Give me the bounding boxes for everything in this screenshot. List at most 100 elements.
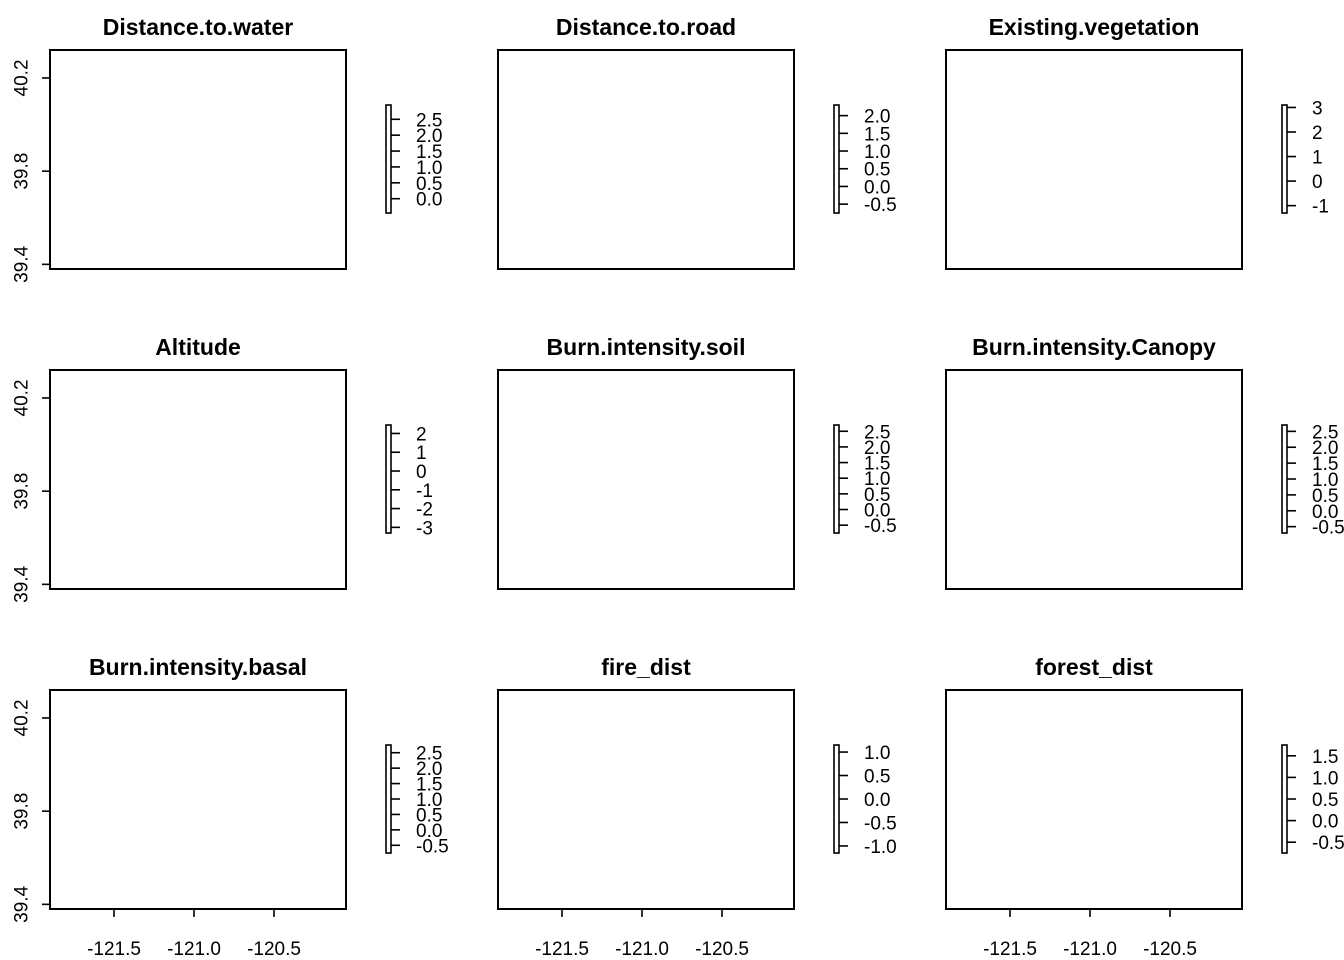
legend-tick-label: 1.0 xyxy=(416,158,442,179)
legend-tick-label: 2.0 xyxy=(416,126,442,147)
legend-tick-label: 1.0 xyxy=(864,469,890,490)
legend-tick-label: -1 xyxy=(1312,197,1329,218)
legend-tick-label: -0.5 xyxy=(416,836,449,857)
legend-tick-label: -3 xyxy=(416,518,433,539)
panel-7: Burn.intensity.basal 39.4 39.8 40.2 -121.5 -1… xyxy=(12,654,449,960)
y-tick-label: 40.2 xyxy=(12,379,33,416)
panel-title: Distance.to.road xyxy=(556,14,736,40)
legend-bar xyxy=(385,744,392,854)
panel-3: Existing.vegetation -1 0 1 2 3 xyxy=(945,14,1329,270)
legend-tick-label: 0.5 xyxy=(864,160,890,181)
panel-frame xyxy=(497,49,795,270)
legend-tick-label: 2 xyxy=(416,424,427,445)
legend-tick-label: 0.5 xyxy=(864,767,890,788)
panel-2: Distance.to.road -0.50.00.51.01.52.0 xyxy=(497,14,897,270)
panel-9: forest_dist-121.5 -121.0 -120.5-0.50.00.51… xyxy=(945,654,1344,960)
legend-tick-label: 1.0 xyxy=(1312,470,1338,491)
legend-tick-label: 0 xyxy=(416,462,427,483)
legend-tick-label: -1.0 xyxy=(864,837,897,858)
legend-tick-label: 1.5 xyxy=(864,124,890,145)
panel-title: Burn.intensity.soil xyxy=(547,334,746,360)
x-tick-label: -121.0 xyxy=(615,939,669,960)
x-tick-label: -120.5 xyxy=(1143,939,1197,960)
legend-tick-label: 1.0 xyxy=(864,743,890,764)
panel-title: Existing.vegetation xyxy=(989,14,1200,40)
legend-tick-label: 1 xyxy=(416,443,427,464)
legend-tick-label: 0.5 xyxy=(1312,486,1338,507)
panel-title: Burn.intensity.Canopy xyxy=(972,334,1216,360)
legend-tick-label: -0.5 xyxy=(864,516,897,537)
panel-frame xyxy=(945,49,1243,270)
x-tick-label: -120.5 xyxy=(247,939,301,960)
legend-tick-label: 1.5 xyxy=(1312,454,1338,475)
legend-tick-label: 0.5 xyxy=(864,485,890,506)
legend-tick-label: 1.0 xyxy=(416,790,442,811)
legend-tick-label: 1.5 xyxy=(864,454,890,475)
legend-tick-label: 0.5 xyxy=(1312,790,1338,811)
legend-tick-label: 0.0 xyxy=(864,177,890,198)
legend-tick-label: -0.5 xyxy=(1312,518,1344,539)
legend-tick-label: -1 xyxy=(416,481,433,502)
legend-tick-label: 2.5 xyxy=(416,110,442,131)
legend-tick-label: 1 xyxy=(1312,148,1323,169)
legend-tick-label: 2 xyxy=(1312,123,1323,144)
legend-bar xyxy=(1281,424,1288,534)
y-tick-label: 39.4 xyxy=(12,565,33,602)
legend-tick-label: 0.0 xyxy=(1312,812,1338,833)
legend-tick-label: 0 xyxy=(1312,172,1323,193)
legend-tick-label: 0.0 xyxy=(1312,502,1338,523)
legend-tick-label: 2.0 xyxy=(1312,438,1338,459)
legend-bar xyxy=(1281,744,1288,854)
legend-tick-label: -0.5 xyxy=(1312,833,1344,854)
panel-5: Burn.intensity.soil -0.50.00.51.01.52.02.… xyxy=(497,334,897,590)
legend-tick-label: 2.0 xyxy=(864,438,890,459)
legend-bar xyxy=(385,104,392,214)
y-tick-label: 40.2 xyxy=(12,699,33,736)
panel-1: Distance.to.water 39.4 39.8 40.2 0.00.51.01.… xyxy=(12,14,443,283)
legend-tick-label: -0.5 xyxy=(864,195,897,216)
y-tick-label: 39.8 xyxy=(12,153,33,190)
legend-tick-label: 0.0 xyxy=(416,821,442,842)
legend-tick-label: 1.5 xyxy=(416,775,442,796)
x-tick-label: -121.0 xyxy=(167,939,221,960)
panel-frame xyxy=(49,689,347,910)
panel-frame xyxy=(497,369,795,590)
legend-tick-label: 0.5 xyxy=(416,805,442,826)
panel-frame xyxy=(497,689,795,910)
panel-frame xyxy=(49,369,347,590)
y-tick-label: 40.2 xyxy=(12,59,33,96)
panel-frame xyxy=(49,49,347,270)
legend-tick-label: 1.5 xyxy=(1312,747,1338,768)
panel-title: fire_dist xyxy=(601,654,691,680)
legend-tick-label: 2.0 xyxy=(864,107,890,128)
legend-bar xyxy=(385,424,392,534)
legend-tick-label: 1.5 xyxy=(416,142,442,163)
legend-tick-label: -2 xyxy=(416,500,433,521)
legend-tick-label: 2.5 xyxy=(416,744,442,765)
legend-tick-label: 0.0 xyxy=(864,501,890,522)
legend-bar xyxy=(833,104,840,214)
legend-bar xyxy=(1281,104,1288,214)
panel-frame xyxy=(945,689,1243,910)
y-tick-label: 39.4 xyxy=(12,245,33,282)
y-tick-label: 39.4 xyxy=(12,885,33,922)
y-tick-label: 39.8 xyxy=(12,793,33,830)
legend-bar xyxy=(833,744,840,854)
panel-frame xyxy=(945,369,1243,590)
legend-tick-label: 3 xyxy=(1312,98,1323,119)
legend-tick-label: 0.5 xyxy=(416,174,442,195)
x-tick-label: -121.5 xyxy=(535,939,589,960)
x-tick-label: -121.0 xyxy=(1063,939,1117,960)
panel-title: Distance.to.water xyxy=(103,14,293,40)
x-tick-label: -120.5 xyxy=(695,939,749,960)
legend-tick-label: 1.0 xyxy=(864,142,890,163)
legend-tick-label: 2.5 xyxy=(1312,422,1338,443)
panel-8: fire_dist -121.5 -121.0 -120.5 -1.0 -0.50.00.… xyxy=(497,654,897,960)
legend-tick-label: 0.0 xyxy=(416,190,442,211)
panel-title: Burn.intensity.basal xyxy=(89,654,307,680)
y-tick-label: 39.8 xyxy=(12,473,33,510)
panel-6: Burn.intensity.Canopy -0.50.00.51.01.52.0… xyxy=(945,334,1344,590)
legend-bar xyxy=(833,424,840,534)
